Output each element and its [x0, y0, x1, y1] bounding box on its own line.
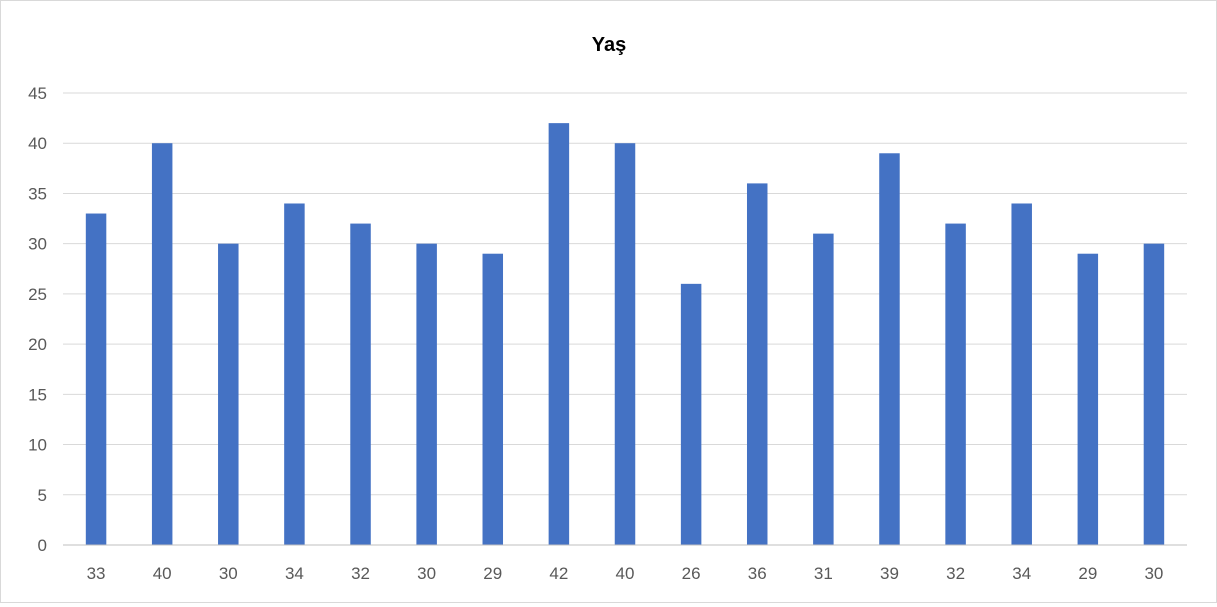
chart-title: Yaş — [592, 34, 626, 56]
bar — [813, 233, 834, 545]
y-tick-label: 15 — [28, 385, 47, 404]
x-tick-label: 34 — [1012, 564, 1031, 583]
x-tick-label: 39 — [880, 564, 899, 583]
bar — [284, 203, 305, 545]
x-tick-label: 32 — [351, 564, 370, 583]
y-tick-label: 40 — [28, 134, 47, 153]
x-tick-label: 42 — [549, 564, 568, 583]
bar — [1011, 203, 1032, 545]
x-tick-label: 33 — [87, 564, 106, 583]
bar — [1077, 253, 1099, 545]
x-tick-label: 34 — [285, 564, 304, 583]
bar — [548, 123, 570, 545]
x-tick-label: 40 — [616, 564, 635, 583]
y-tick-label: 30 — [28, 235, 47, 254]
bar — [680, 283, 702, 545]
axes: 0 5 10 15 20 25 30 35 40 45 33 40 30 34 32 30 29 42 40 26 36… — [28, 84, 1187, 583]
y-tick-label: 35 — [28, 184, 47, 203]
y-tick-label: 5 — [38, 486, 47, 505]
x-tick-label: 36 — [748, 564, 767, 583]
bar — [85, 213, 107, 546]
x-tick-label: 30 — [219, 564, 238, 583]
bar — [218, 243, 239, 545]
y-tick-label: 45 — [28, 84, 47, 103]
bar — [1143, 243, 1165, 545]
y-tick-label: 0 — [38, 536, 47, 555]
bar — [482, 253, 504, 545]
y-tick-label: 10 — [28, 436, 47, 455]
bar — [879, 153, 900, 545]
x-tick-label: 29 — [1078, 564, 1097, 583]
x-tick-label: 29 — [483, 564, 502, 583]
x-tick-label: 32 — [946, 564, 965, 583]
bar — [945, 223, 966, 546]
bar — [416, 243, 437, 545]
bar — [746, 183, 768, 545]
x-tick-label: 40 — [153, 564, 172, 583]
x-tick-label: 30 — [1144, 564, 1163, 583]
x-tick-label: 31 — [814, 564, 833, 583]
bar — [151, 143, 173, 545]
bar — [614, 143, 636, 545]
x-tick-label: 26 — [682, 564, 701, 583]
bar — [350, 223, 371, 546]
bars — [85, 123, 1165, 546]
y-tick-label: 20 — [28, 335, 47, 354]
x-tick-label: 30 — [417, 564, 436, 583]
y-tick-label: 25 — [28, 285, 47, 304]
